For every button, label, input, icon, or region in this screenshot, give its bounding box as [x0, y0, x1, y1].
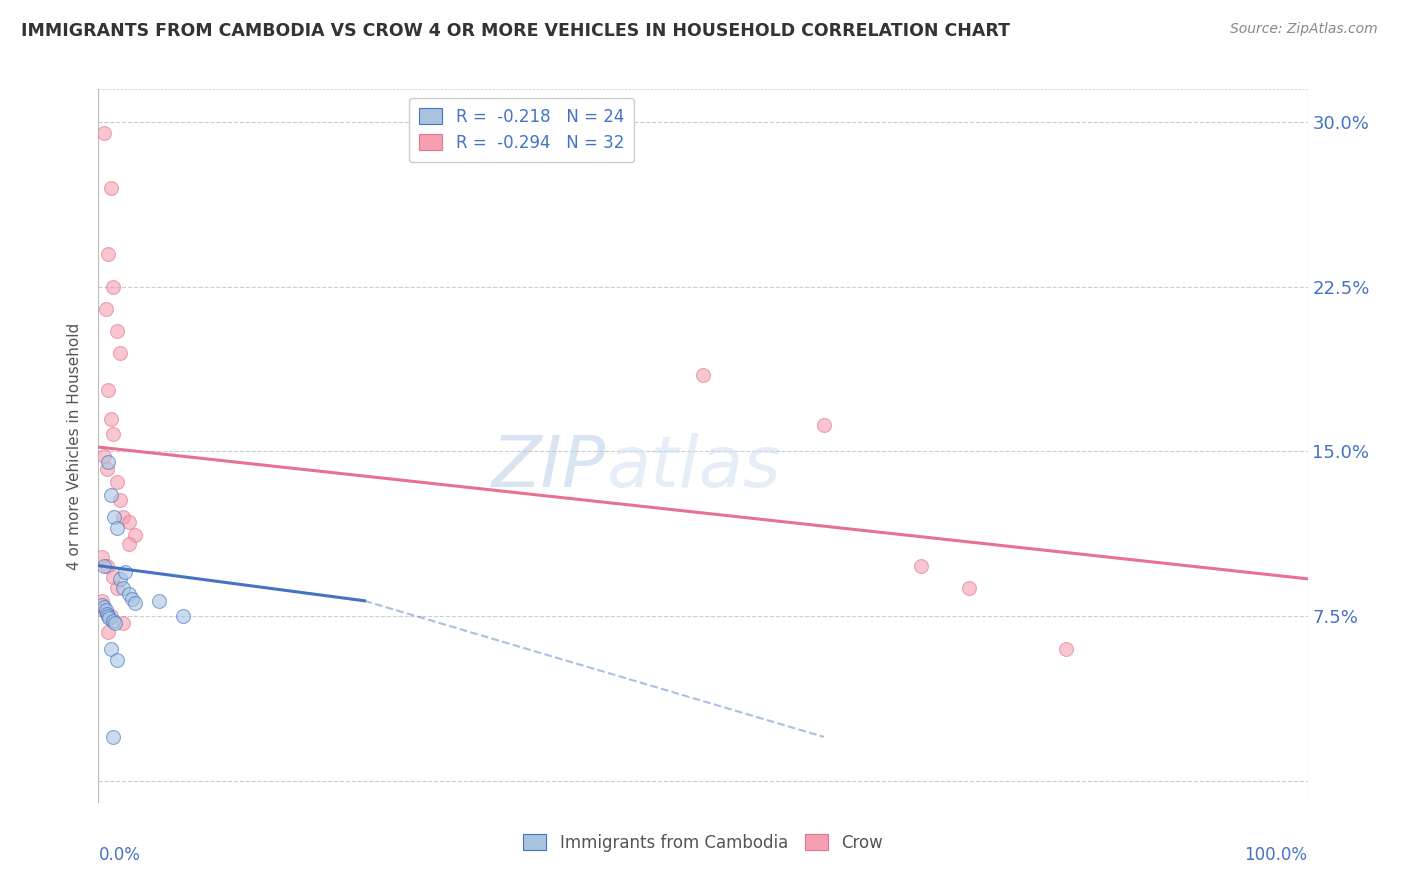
- Point: [96, 607, 118, 621]
- Point: [1054, 642, 1077, 657]
- Point: [94, 301, 117, 316]
- Point: [97, 624, 120, 639]
- Point: [108, 492, 131, 507]
- Point: [118, 515, 141, 529]
- Text: ZIP: ZIP: [492, 433, 606, 502]
- Point: [93, 449, 115, 463]
- Point: [100, 488, 122, 502]
- Point: [98, 611, 121, 625]
- Point: [105, 521, 128, 535]
- Point: [91, 549, 114, 564]
- Point: [111, 510, 134, 524]
- Point: [111, 581, 134, 595]
- Point: [97, 609, 120, 624]
- Text: 100.0%: 100.0%: [1244, 846, 1308, 863]
- Legend: Immigrants from Cambodia, Crow: Immigrants from Cambodia, Crow: [516, 828, 890, 859]
- Point: [105, 653, 128, 667]
- Point: [91, 594, 114, 608]
- Point: [104, 615, 127, 630]
- Point: [111, 615, 134, 630]
- Point: [100, 609, 122, 624]
- Point: [96, 462, 118, 476]
- Point: [124, 528, 146, 542]
- Point: [94, 602, 117, 616]
- Text: 0.0%: 0.0%: [98, 846, 141, 863]
- Point: [100, 181, 122, 195]
- Text: IMMIGRANTS FROM CAMBODIA VS CROW 4 OR MORE VEHICLES IN HOUSEHOLD CORRELATION CHA: IMMIGRANTS FROM CAMBODIA VS CROW 4 OR MO…: [21, 22, 1010, 40]
- Point: [114, 566, 136, 580]
- Point: [172, 609, 194, 624]
- Point: [93, 600, 115, 615]
- Point: [118, 587, 141, 601]
- Point: [121, 591, 143, 606]
- Point: [93, 558, 115, 573]
- Text: atlas: atlas: [606, 433, 780, 502]
- Point: [910, 558, 932, 573]
- Point: [91, 598, 114, 612]
- Point: [124, 596, 146, 610]
- Point: [101, 569, 124, 583]
- Text: Source: ZipAtlas.com: Source: ZipAtlas.com: [1230, 22, 1378, 37]
- Point: [100, 642, 122, 657]
- Point: [813, 418, 835, 433]
- Point: [93, 126, 115, 140]
- Point: [101, 614, 124, 628]
- Y-axis label: 4 or more Vehicles in Household: 4 or more Vehicles in Household: [67, 322, 83, 570]
- Point: [101, 280, 124, 294]
- Point: [105, 324, 128, 338]
- Point: [957, 581, 980, 595]
- Point: [148, 594, 170, 608]
- Point: [103, 510, 125, 524]
- Point: [108, 345, 131, 359]
- Point: [97, 383, 120, 397]
- Point: [108, 572, 131, 586]
- Point: [101, 426, 124, 441]
- Point: [101, 730, 124, 744]
- Point: [692, 368, 714, 382]
- Point: [93, 602, 115, 616]
- Point: [105, 475, 128, 490]
- Point: [105, 581, 128, 595]
- Point: [96, 558, 118, 573]
- Point: [97, 247, 120, 261]
- Point: [97, 455, 120, 469]
- Point: [118, 537, 141, 551]
- Point: [100, 411, 122, 425]
